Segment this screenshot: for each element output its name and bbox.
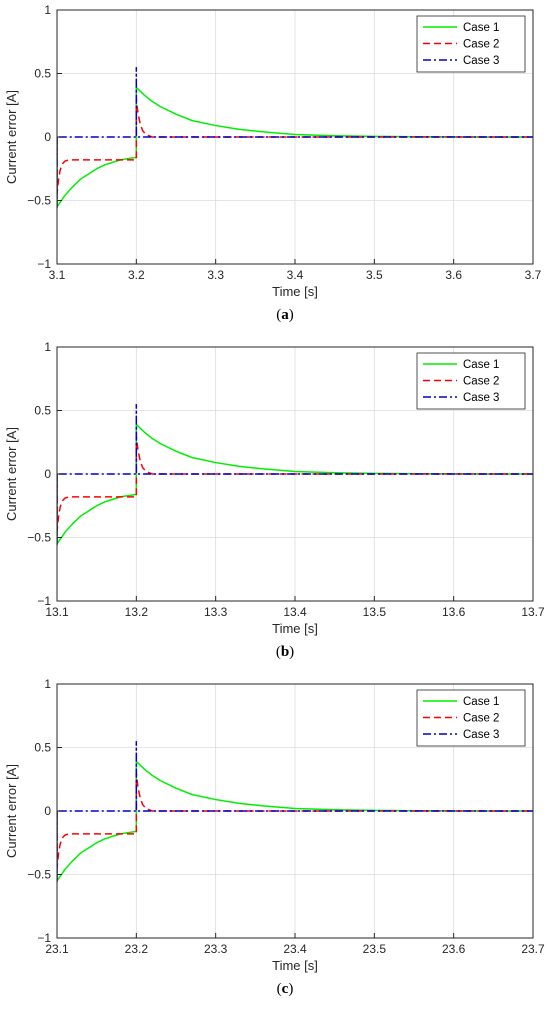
x-tick-label: 3.1 (49, 268, 66, 282)
x-tick-label: 23.1 (45, 942, 69, 956)
y-tick-label: −0.5 (27, 194, 51, 208)
legend-label: Case 3 (463, 729, 499, 741)
panel-caption: (c) (277, 981, 294, 997)
panel-caption: (a) (276, 307, 294, 323)
x-tick-label: 3.2 (128, 268, 145, 282)
x-tick-label: 13.3 (204, 605, 228, 619)
y-tick-label: −0.5 (27, 531, 51, 545)
x-tick-label: 3.4 (287, 268, 304, 282)
y-tick-label: 1 (44, 677, 51, 691)
y-tick-label: 0 (44, 130, 51, 144)
legend-label: Case 1 (463, 696, 499, 708)
y-tick-label: 0.5 (34, 741, 51, 755)
x-tick-label: 13.6 (442, 605, 466, 619)
x-axis-label: Time [s] (272, 958, 318, 973)
x-tick-label: 3.7 (525, 268, 542, 282)
legend-label: Case 3 (463, 392, 499, 404)
legend: Case 1 Case 2 Case 3 (416, 15, 526, 73)
x-tick-label: 23.7 (521, 942, 545, 956)
x-tick-label: 23.4 (283, 942, 307, 956)
y-tick-label: 1 (44, 3, 51, 17)
legend: Case 1 Case 2 Case 3 (416, 352, 526, 410)
panel-caption-letter: a (281, 307, 289, 323)
x-tick-label: 23.3 (204, 942, 228, 956)
x-tick-label: 3.6 (445, 268, 462, 282)
x-tick-label: 13.1 (45, 605, 69, 619)
x-tick-label: 13.7 (521, 605, 545, 619)
y-axis-label: Current error [A] (4, 90, 19, 184)
x-tick-label: 23.6 (442, 942, 466, 956)
series-line-case-2 (57, 772, 533, 869)
legend-label: Case 2 (463, 39, 499, 51)
y-tick-label: 0 (44, 804, 51, 818)
legend-label: Case 2 (463, 376, 499, 388)
x-tick-label: 3.5 (366, 268, 383, 282)
legend-label: Case 1 (463, 359, 499, 371)
legend-label: Case 2 (463, 713, 499, 725)
x-tick-label: 3.3 (207, 268, 224, 282)
y-tick-label: −1 (37, 594, 51, 608)
y-tick-label: 0.5 (34, 67, 51, 81)
chart-panel-b: 13.1 13.2 13.3 13.4 13.5 13.6 13.7 −1 −0.5 0 0.5 1 T… (4, 340, 545, 660)
series-line-case-1 (57, 759, 533, 883)
chart-panel-c: 23.1 23.2 23.3 23.4 23.5 23.6 23.7 −1 −0.5 0 0.5 1 T… (4, 677, 545, 997)
y-tick-label: −1 (37, 257, 51, 271)
series-line-case-1 (57, 85, 533, 209)
panel-caption-letter: c (282, 981, 289, 997)
y-tick-label: 0.5 (34, 404, 51, 418)
x-tick-label: 13.5 (363, 605, 387, 619)
x-tick-label: 13.4 (283, 605, 307, 619)
x-tick-label: 13.2 (125, 605, 149, 619)
y-tick-label: −0.5 (27, 868, 51, 882)
series-line-case-2 (57, 98, 533, 195)
y-axis-label: Current error [A] (4, 764, 19, 858)
y-tick-label: 1 (44, 340, 51, 354)
y-tick-label: −1 (37, 931, 51, 945)
y-axis-label: Current error [A] (4, 427, 19, 521)
x-axis-label: Time [s] (272, 621, 318, 636)
y-tick-label: 0 (44, 467, 51, 481)
x-tick-label: 23.5 (363, 942, 387, 956)
x-axis-label: Time [s] (272, 284, 318, 299)
x-tick-label: 23.2 (125, 942, 149, 956)
legend-label: Case 3 (463, 55, 499, 67)
panel-caption: (b) (276, 644, 294, 660)
chart-panel-a: 3.1 3.2 3.3 3.4 3.5 3.6 3.7 −1 −0.5 0 0.5 1 Time [s]… (4, 3, 542, 323)
series-line-case-2 (57, 435, 533, 532)
legend: Case 1 Case 2 Case 3 (416, 689, 526, 747)
series-line-case-1 (57, 422, 533, 546)
legend-label: Case 1 (463, 22, 499, 34)
panel-caption-letter: b (281, 644, 289, 660)
